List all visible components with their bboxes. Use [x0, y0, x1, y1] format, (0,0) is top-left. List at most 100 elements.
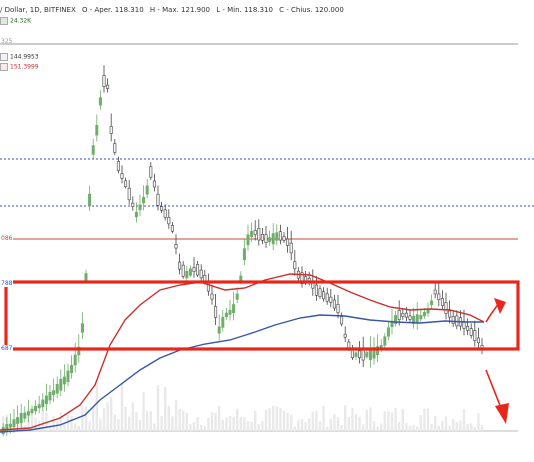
- candle-bear[interactable]: [322, 291, 326, 300]
- candle-bull[interactable]: [275, 232, 279, 241]
- candle-bull[interactable]: [145, 185, 149, 195]
- candle-bear[interactable]: [433, 289, 437, 295]
- candle-bear[interactable]: [124, 180, 128, 187]
- candle-bull[interactable]: [59, 378, 63, 391]
- candle-bear[interactable]: [131, 202, 135, 207]
- candle-bull[interactable]: [386, 327, 390, 337]
- candle-bull[interactable]: [419, 314, 423, 320]
- candle-bull[interactable]: [134, 211, 138, 218]
- candle-bull[interactable]: [142, 197, 146, 204]
- candle-bull[interactable]: [26, 411, 30, 416]
- candle-bear[interactable]: [343, 333, 347, 338]
- candle-bear[interactable]: [325, 293, 329, 302]
- candle-bull[interactable]: [430, 300, 434, 306]
- candle-bear[interactable]: [314, 284, 318, 296]
- candle-bull[interactable]: [1, 426, 5, 435]
- candle-bear[interactable]: [451, 316, 455, 324]
- candle-bull[interactable]: [55, 384, 59, 394]
- candle-bear[interactable]: [462, 320, 466, 329]
- candle-bull[interactable]: [88, 193, 92, 207]
- candle-bear[interactable]: [167, 216, 171, 225]
- legend-ma-red[interactable]: 151.3999: [0, 63, 39, 71]
- candle-bull[interactable]: [23, 412, 27, 419]
- candle-bear[interactable]: [358, 350, 362, 358]
- candle-bull[interactable]: [52, 390, 56, 395]
- candle-bull[interactable]: [188, 268, 192, 276]
- candle-bull[interactable]: [41, 399, 45, 408]
- candle-bear[interactable]: [106, 84, 110, 89]
- candle-bull[interactable]: [185, 270, 189, 279]
- candle-bull[interactable]: [224, 312, 228, 318]
- candle-bear[interactable]: [199, 269, 203, 279]
- candle-bull[interactable]: [368, 348, 372, 361]
- candle-bull[interactable]: [77, 346, 81, 356]
- candle-bear[interactable]: [196, 264, 200, 276]
- candle-bear[interactable]: [437, 293, 441, 301]
- candle-bull[interactable]: [217, 326, 221, 334]
- candle-bear[interactable]: [253, 230, 257, 235]
- candle-bear[interactable]: [260, 234, 264, 241]
- candle-bear[interactable]: [408, 315, 412, 320]
- candle-bull[interactable]: [415, 314, 419, 323]
- candle-bear[interactable]: [448, 310, 452, 318]
- candle-bull[interactable]: [84, 273, 88, 281]
- candle-bear[interactable]: [440, 298, 444, 306]
- candle-bull[interactable]: [246, 234, 250, 246]
- candle-bull[interactable]: [98, 97, 102, 106]
- candle-bull[interactable]: [138, 204, 142, 211]
- candle-bull[interactable]: [12, 419, 16, 427]
- candle-bear[interactable]: [113, 143, 117, 153]
- candle-bear[interactable]: [149, 166, 153, 178]
- candle-bear[interactable]: [286, 238, 290, 246]
- candle-bull[interactable]: [34, 406, 38, 412]
- candle-bear[interactable]: [466, 326, 470, 331]
- candle-bull[interactable]: [365, 352, 369, 358]
- candle-bear[interactable]: [318, 288, 322, 297]
- candle-bull[interactable]: [30, 408, 34, 414]
- candle-bull[interactable]: [48, 392, 52, 401]
- candle-bear[interactable]: [178, 261, 182, 270]
- legend-volume[interactable]: 24.32K: [0, 17, 31, 25]
- candle-bull[interactable]: [5, 424, 9, 433]
- candle-bull[interactable]: [62, 376, 66, 385]
- candle-bear[interactable]: [152, 180, 156, 188]
- candle-bear[interactable]: [476, 337, 480, 344]
- candle-bull[interactable]: [44, 395, 48, 405]
- candle-bear[interactable]: [340, 316, 344, 325]
- candle-bear[interactable]: [210, 293, 214, 300]
- candle-bull[interactable]: [70, 364, 74, 374]
- candle-bear[interactable]: [160, 206, 164, 211]
- candle-bear[interactable]: [109, 126, 113, 134]
- candle-bear[interactable]: [401, 313, 405, 317]
- candle-bear[interactable]: [329, 296, 333, 303]
- candle-bear[interactable]: [397, 310, 401, 320]
- candle-bull[interactable]: [80, 323, 84, 333]
- candle-bull[interactable]: [221, 316, 225, 328]
- candle-bull[interactable]: [422, 312, 426, 317]
- candle-bull[interactable]: [19, 412, 23, 424]
- legend-ma-blue[interactable]: 144.9953: [0, 53, 39, 61]
- candle-bear[interactable]: [404, 312, 408, 318]
- candle-bull[interactable]: [66, 370, 70, 383]
- candle-bear[interactable]: [192, 267, 196, 272]
- candle-bear[interactable]: [473, 330, 477, 341]
- candle-bear[interactable]: [332, 299, 336, 309]
- candle-bear[interactable]: [120, 173, 124, 179]
- candle-bear[interactable]: [127, 187, 131, 201]
- candle-bull[interactable]: [271, 233, 275, 245]
- candle-bull[interactable]: [242, 248, 246, 261]
- candle-bull[interactable]: [394, 315, 398, 324]
- candle-bear[interactable]: [278, 231, 282, 241]
- candle-bull[interactable]: [232, 304, 236, 314]
- candle-bull[interactable]: [73, 354, 77, 366]
- candle-bull[interactable]: [383, 336, 387, 346]
- candle-bull[interactable]: [376, 346, 380, 355]
- candle-bear[interactable]: [300, 272, 304, 284]
- candle-bear[interactable]: [469, 328, 473, 336]
- candle-bull[interactable]: [228, 309, 232, 315]
- candle-bear[interactable]: [174, 244, 178, 249]
- candle-bear[interactable]: [214, 306, 218, 318]
- candle-bear[interactable]: [170, 224, 174, 232]
- candle-bull[interactable]: [412, 315, 416, 324]
